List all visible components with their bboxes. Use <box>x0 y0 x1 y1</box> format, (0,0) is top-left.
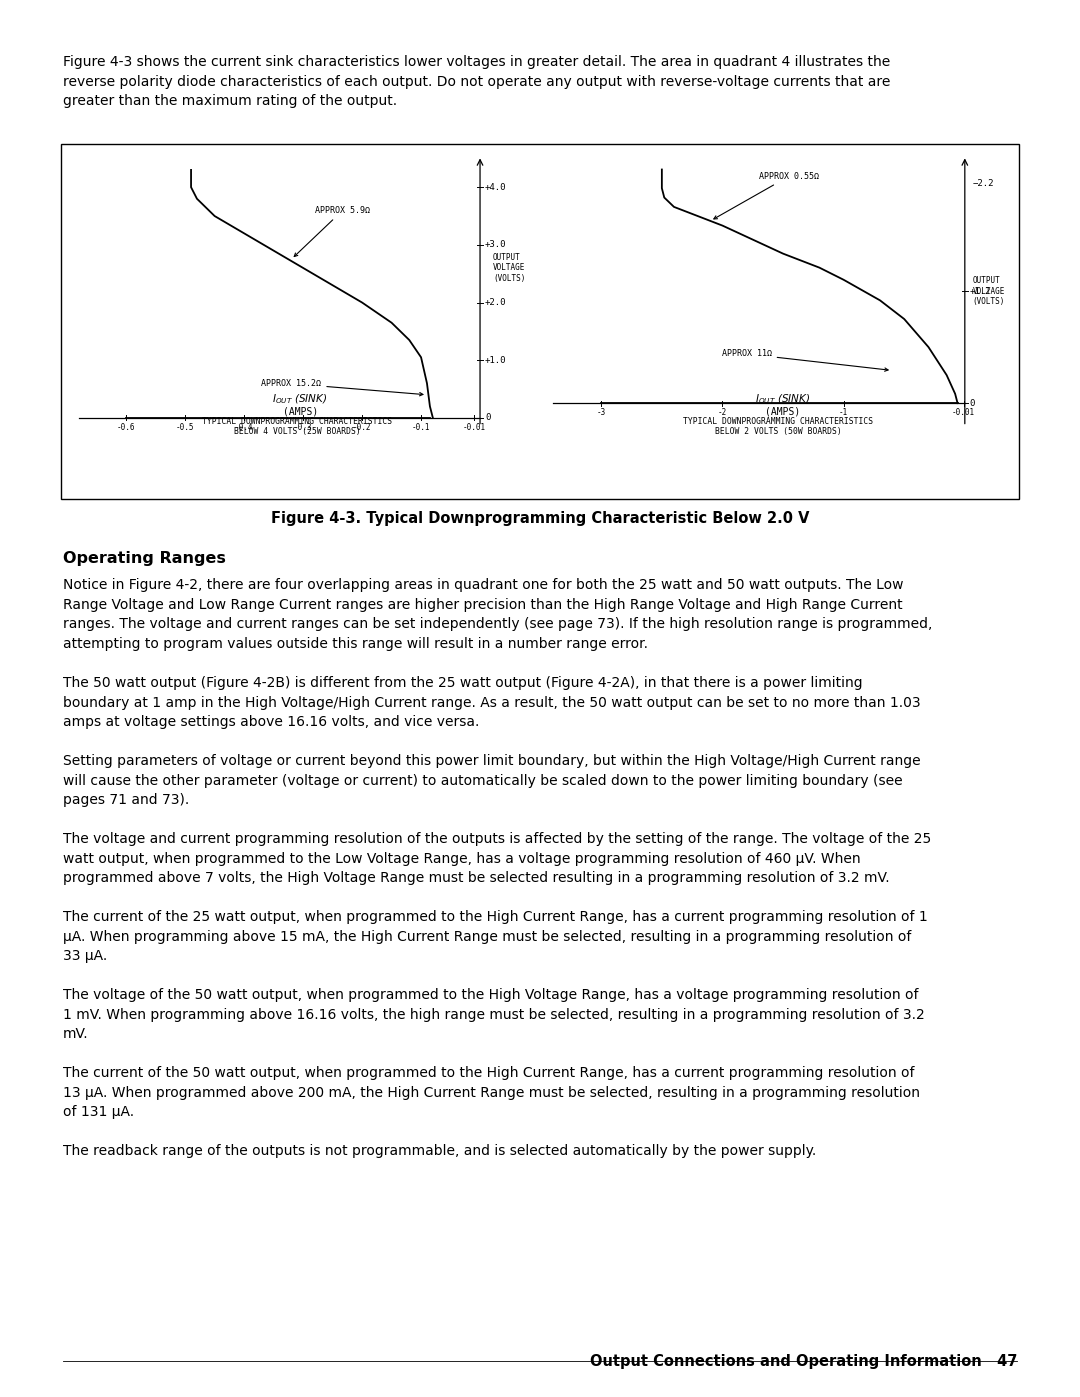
Text: +4.0: +4.0 <box>485 183 507 191</box>
Text: -1: -1 <box>839 408 848 418</box>
Text: watt output, when programmed to the Low Voltage Range, has a voltage programming: watt output, when programmed to the Low … <box>63 852 861 866</box>
Text: μA. When programming above 15 mA, the High Current Range must be selected, resul: μA. When programming above 15 mA, the Hi… <box>63 929 912 943</box>
Text: Output Connections and Operating Information   47: Output Connections and Operating Informa… <box>590 1354 1017 1369</box>
Text: TYPICAL DOWNPROGRAMMING CHARACTERISTICS: TYPICAL DOWNPROGRAMMING CHARACTERISTICS <box>683 416 873 426</box>
Text: pages 71 and 73).: pages 71 and 73). <box>63 793 189 807</box>
Text: Figure 4-3. Typical Downprogramming Characteristic Below 2.0 V: Figure 4-3. Typical Downprogramming Char… <box>271 510 809 525</box>
Text: TYPICAL DOWNPROGRAMMING CHARACTERISTICS: TYPICAL DOWNPROGRAMMING CHARACTERISTICS <box>202 416 392 426</box>
Text: Setting parameters of voltage or current beyond this power limit boundary, but w: Setting parameters of voltage or current… <box>63 754 920 768</box>
Bar <box>60 144 1020 499</box>
Text: (AMPS): (AMPS) <box>283 407 318 416</box>
Text: -2: -2 <box>718 408 727 418</box>
Text: 0: 0 <box>970 398 975 408</box>
Text: amps at voltage settings above 16.16 volts, and vice versa.: amps at voltage settings above 16.16 vol… <box>63 715 480 729</box>
Text: BELOW 2 VOLTS (50W BOARDS): BELOW 2 VOLTS (50W BOARDS) <box>715 426 841 436</box>
Text: I$_{OUT}$ (SINK): I$_{OUT}$ (SINK) <box>272 393 328 407</box>
Text: +3.0: +3.0 <box>485 240 507 250</box>
Text: The readback range of the outputs is not programmable, and is selected automatic: The readback range of the outputs is not… <box>63 1144 816 1158</box>
Text: reverse polarity diode characteristics of each output. Do not operate any output: reverse polarity diode characteristics o… <box>63 74 890 88</box>
Text: -0.1: -0.1 <box>411 423 430 432</box>
Text: -3: -3 <box>596 408 606 418</box>
Text: Range Voltage and Low Range Current ranges are higher precision than the High Ra: Range Voltage and Low Range Current rang… <box>63 598 903 612</box>
Text: 33 μA.: 33 μA. <box>63 949 107 963</box>
Text: +2.0: +2.0 <box>485 298 507 307</box>
Text: programmed above 7 volts, the High Voltage Range must be selected resulting in a: programmed above 7 volts, the High Volta… <box>63 870 890 886</box>
Text: -0.01: -0.01 <box>462 423 486 432</box>
Text: Figure 4-3 shows the current sink characteristics lower voltages in greater deta: Figure 4-3 shows the current sink charac… <box>63 54 890 68</box>
Text: The voltage and current programming resolution of the outputs is affected by the: The voltage and current programming reso… <box>63 833 931 847</box>
Text: -0.4: -0.4 <box>234 423 254 432</box>
Text: +1.0: +1.0 <box>485 356 507 365</box>
Text: The voltage of the 50 watt output, when programmed to the High Voltage Range, ha: The voltage of the 50 watt output, when … <box>63 988 918 1002</box>
Text: OUTPUT
VOLTAGE
(VOLTS): OUTPUT VOLTAGE (VOLTS) <box>973 277 1005 306</box>
Text: OUTPUT
VOLTAGE
(VOLTS): OUTPUT VOLTAGE (VOLTS) <box>494 253 525 282</box>
Text: The current of the 25 watt output, when programmed to the High Current Range, ha: The current of the 25 watt output, when … <box>63 909 928 923</box>
Text: ranges. The voltage and current ranges can be set independently (see page 73). I: ranges. The voltage and current ranges c… <box>63 617 932 631</box>
Text: will cause the other parameter (voltage or current) to automatically be scaled d: will cause the other parameter (voltage … <box>63 774 903 788</box>
Text: +1.2: +1.2 <box>970 286 991 296</box>
Text: -0.2: -0.2 <box>353 423 372 432</box>
Text: BELOW 4 VOLTS (25W BOARDS): BELOW 4 VOLTS (25W BOARDS) <box>234 426 361 436</box>
Text: -0.3: -0.3 <box>294 423 312 432</box>
Text: greater than the maximum rating of the output.: greater than the maximum rating of the o… <box>63 94 397 108</box>
Text: 1 mV. When programming above 16.16 volts, the high range must be selected, resul: 1 mV. When programming above 16.16 volts… <box>63 1007 924 1021</box>
Text: -0.01: -0.01 <box>953 408 975 418</box>
Text: 0: 0 <box>485 414 490 422</box>
Text: APPROX 11Ω: APPROX 11Ω <box>721 349 888 372</box>
Text: The current of the 50 watt output, when programmed to the High Current Range, ha: The current of the 50 watt output, when … <box>63 1066 915 1080</box>
Text: Notice in Figure 4-2, there are four overlapping areas in quadrant one for both : Notice in Figure 4-2, there are four ove… <box>63 578 904 592</box>
Text: APPROX 15.2Ω: APPROX 15.2Ω <box>261 379 423 395</box>
Text: The 50 watt output (Figure 4-2B) is different from the 25 watt output (Figure 4-: The 50 watt output (Figure 4-2B) is diff… <box>63 676 863 690</box>
Text: attempting to program values outside this range will result in a number range er: attempting to program values outside thi… <box>63 637 648 651</box>
Text: mV.: mV. <box>63 1027 89 1041</box>
Text: -0.6: -0.6 <box>117 423 135 432</box>
Text: boundary at 1 amp in the High Voltage/High Current range. As a result, the 50 wa: boundary at 1 amp in the High Voltage/Hi… <box>63 696 920 710</box>
Text: APPROX 0.55Ω: APPROX 0.55Ω <box>714 172 819 219</box>
Text: (AMPS): (AMPS) <box>765 407 800 416</box>
Text: Operating Ranges: Operating Ranges <box>63 550 226 566</box>
Text: 13 μA. When programmed above 200 mA, the High Current Range must be selected, re: 13 μA. When programmed above 200 mA, the… <box>63 1085 920 1099</box>
Text: -0.5: -0.5 <box>176 423 194 432</box>
Text: APPROX 5.9Ω: APPROX 5.9Ω <box>294 207 370 257</box>
Text: −2.2: −2.2 <box>973 179 995 189</box>
Text: I$_{OUT}$ (SINK): I$_{OUT}$ (SINK) <box>755 393 810 407</box>
Text: of 131 μA.: of 131 μA. <box>63 1105 134 1119</box>
